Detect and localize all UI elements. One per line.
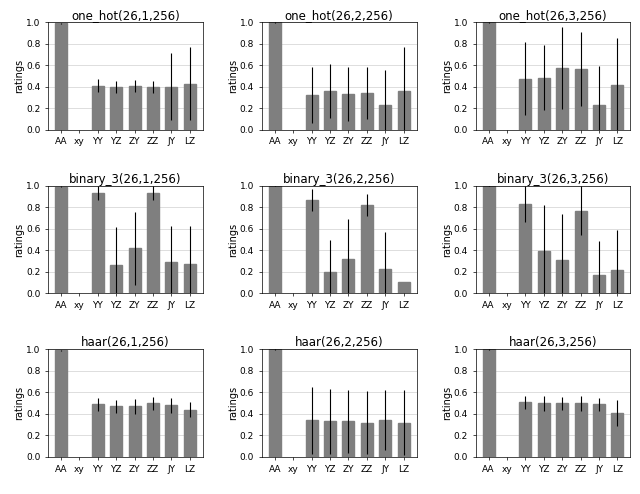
Title: binary_3(26,3,256): binary_3(26,3,256) xyxy=(497,173,609,186)
Bar xyxy=(184,83,196,130)
Bar xyxy=(55,187,67,293)
Bar xyxy=(361,93,372,130)
Bar xyxy=(342,259,355,293)
Bar xyxy=(166,87,177,130)
Bar xyxy=(55,350,67,457)
Bar xyxy=(380,105,391,130)
Title: binary_3(26,2,256): binary_3(26,2,256) xyxy=(283,173,396,186)
Y-axis label: ratings: ratings xyxy=(442,222,452,257)
Bar xyxy=(593,404,605,457)
Bar xyxy=(110,265,122,293)
Bar xyxy=(129,86,141,130)
Bar xyxy=(483,349,495,457)
Y-axis label: ratings: ratings xyxy=(442,59,452,93)
Bar xyxy=(538,251,550,293)
Bar xyxy=(110,87,122,130)
Bar xyxy=(520,79,531,130)
Y-axis label: ratings: ratings xyxy=(15,222,24,257)
Bar xyxy=(556,260,568,293)
Title: haar(26,2,256): haar(26,2,256) xyxy=(295,336,383,349)
Title: haar(26,3,256): haar(26,3,256) xyxy=(509,336,597,349)
Bar xyxy=(397,91,410,130)
Bar xyxy=(129,407,141,457)
Bar xyxy=(92,193,104,293)
Bar xyxy=(324,272,336,293)
Bar xyxy=(306,200,317,293)
Bar xyxy=(361,422,372,457)
Bar xyxy=(380,420,391,457)
Bar xyxy=(147,87,159,130)
Bar xyxy=(611,270,623,293)
Title: one_hot(26,2,256): one_hot(26,2,256) xyxy=(285,9,394,22)
Bar xyxy=(269,349,281,457)
Bar xyxy=(184,410,196,457)
Bar xyxy=(575,69,586,130)
Bar xyxy=(593,105,605,130)
Bar xyxy=(166,405,177,457)
Bar xyxy=(324,421,336,457)
Y-axis label: ratings: ratings xyxy=(15,386,24,420)
Bar xyxy=(184,264,196,293)
Bar xyxy=(269,22,281,130)
Bar xyxy=(306,95,317,130)
Bar xyxy=(520,204,531,293)
Bar xyxy=(92,404,104,457)
Bar xyxy=(575,403,586,457)
Bar xyxy=(483,22,495,130)
Title: one_hot(26,3,256): one_hot(26,3,256) xyxy=(499,9,607,22)
Bar xyxy=(342,94,355,130)
Bar xyxy=(147,193,159,293)
Y-axis label: ratings: ratings xyxy=(15,59,24,93)
Bar xyxy=(556,68,568,130)
Y-axis label: ratings: ratings xyxy=(228,386,238,420)
Bar xyxy=(342,421,355,457)
Bar xyxy=(538,403,550,457)
Title: binary_3(26,1,256): binary_3(26,1,256) xyxy=(69,173,182,186)
Bar xyxy=(611,84,623,130)
Bar xyxy=(166,262,177,293)
Bar xyxy=(324,91,336,130)
Bar xyxy=(483,186,495,293)
Title: one_hot(26,1,256): one_hot(26,1,256) xyxy=(71,9,180,22)
Bar xyxy=(110,407,122,457)
Bar xyxy=(593,275,605,293)
Y-axis label: ratings: ratings xyxy=(442,386,452,420)
Title: haar(26,1,256): haar(26,1,256) xyxy=(81,336,170,349)
Bar xyxy=(520,402,531,457)
Bar xyxy=(92,86,104,130)
Bar xyxy=(55,23,67,130)
Bar xyxy=(397,282,410,293)
Bar xyxy=(397,422,410,457)
Bar xyxy=(575,210,586,293)
Bar xyxy=(380,269,391,293)
Bar xyxy=(611,413,623,457)
Bar xyxy=(538,78,550,130)
Bar xyxy=(147,403,159,457)
Y-axis label: ratings: ratings xyxy=(228,222,238,257)
Bar xyxy=(556,403,568,457)
Bar xyxy=(129,248,141,293)
Bar xyxy=(361,205,372,293)
Bar xyxy=(306,420,317,457)
Bar xyxy=(269,186,281,293)
Y-axis label: ratings: ratings xyxy=(228,59,238,93)
